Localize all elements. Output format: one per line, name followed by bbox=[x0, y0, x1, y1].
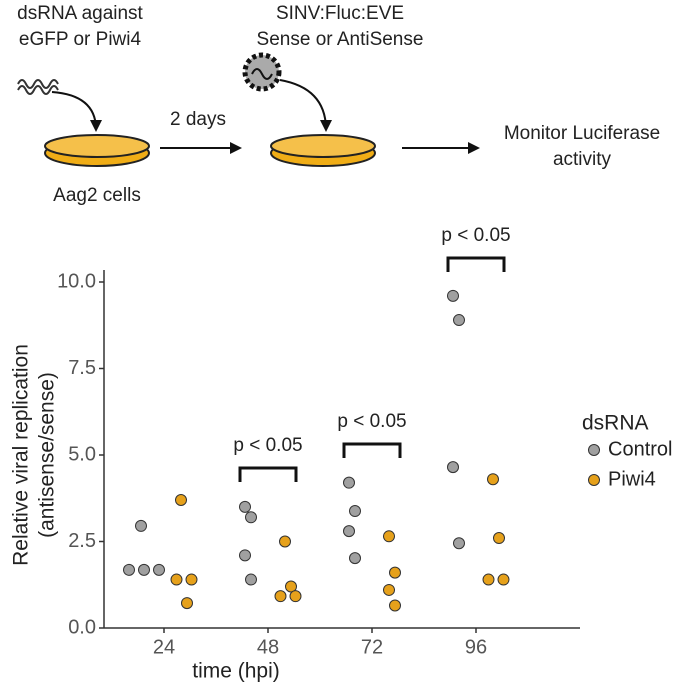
annotation: p < 0.05 bbox=[233, 435, 302, 456]
arrowhead bbox=[230, 142, 242, 154]
dsrna-icon bbox=[17, 79, 59, 95]
arrowhead bbox=[320, 120, 332, 132]
step3-line1: Monitor Luciferase bbox=[504, 123, 660, 144]
data-point bbox=[383, 583, 395, 596]
data-point bbox=[482, 573, 495, 586]
arrow bbox=[279, 79, 327, 129]
data-point bbox=[123, 563, 135, 576]
data-point bbox=[181, 597, 193, 610]
significance-bracket bbox=[446, 256, 506, 272]
data-point bbox=[447, 289, 459, 302]
data-point bbox=[447, 461, 459, 474]
step2-line2: Sense or AntiSense bbox=[257, 29, 424, 50]
legend-title: dsRNA bbox=[582, 412, 649, 435]
y-tick-label: 5.0 bbox=[68, 443, 96, 465]
annotation: p < 0.05 bbox=[441, 225, 510, 246]
data-point bbox=[185, 573, 198, 586]
significance-bracket bbox=[238, 466, 298, 482]
x-tick-label: 24 bbox=[153, 636, 175, 658]
y-axis-title: Relative viral replication bbox=[10, 344, 33, 566]
x-tick-label: 48 bbox=[257, 636, 279, 658]
y-tick-label: 0.0 bbox=[68, 616, 96, 638]
annotation: p < 0.05 bbox=[337, 411, 406, 432]
data-point bbox=[383, 530, 395, 543]
data-point bbox=[138, 563, 150, 576]
cells-label: Aag2 cells bbox=[53, 185, 141, 206]
data-point bbox=[239, 549, 251, 562]
data-point bbox=[453, 314, 465, 327]
arrow-label: 2 days bbox=[170, 109, 226, 130]
data-point bbox=[239, 500, 251, 513]
dish-top bbox=[270, 134, 376, 158]
legend-label: Control bbox=[608, 438, 672, 460]
x-tick-label: 72 bbox=[361, 636, 383, 658]
data-point bbox=[245, 573, 257, 586]
legend-marker bbox=[588, 474, 600, 486]
arrowhead bbox=[90, 120, 102, 132]
data-point bbox=[245, 511, 257, 524]
y-tick-label: 10.0 bbox=[57, 270, 96, 292]
virus-rna bbox=[251, 68, 273, 80]
data-point bbox=[135, 519, 147, 532]
legend-label: Piwi4 bbox=[608, 468, 656, 490]
arrowhead bbox=[468, 142, 480, 154]
data-point bbox=[285, 580, 297, 593]
dish-top bbox=[44, 134, 150, 158]
data-point bbox=[170, 573, 183, 586]
data-point bbox=[274, 590, 287, 603]
x-tick-label: 96 bbox=[465, 636, 487, 658]
data-point bbox=[349, 505, 361, 518]
x-axis-title: time (hpi) bbox=[192, 660, 280, 683]
step1-line1: dsRNA against bbox=[17, 3, 143, 24]
step1-line2: eGFP or Piwi4 bbox=[19, 29, 142, 50]
data-point bbox=[497, 573, 510, 586]
data-point bbox=[289, 590, 302, 603]
significance-bracket bbox=[342, 442, 402, 458]
data-point bbox=[153, 563, 165, 576]
data-point bbox=[349, 552, 361, 565]
data-point bbox=[343, 476, 355, 489]
step3-line2: activity bbox=[553, 149, 612, 170]
data-point bbox=[175, 493, 187, 506]
data-point bbox=[493, 532, 505, 545]
y-axis-title: (antisense/sense) bbox=[36, 372, 59, 538]
data-point bbox=[279, 535, 291, 548]
data-point bbox=[343, 525, 355, 538]
legend-marker bbox=[588, 444, 600, 456]
schematic: dsRNA against eGFP or Piwi4 Aag2 cells 2… bbox=[17, 3, 660, 206]
data-point bbox=[453, 537, 465, 550]
data-point bbox=[487, 473, 499, 486]
data-point bbox=[389, 599, 401, 612]
y-tick-label: 7.5 bbox=[68, 357, 96, 379]
arrow bbox=[51, 91, 97, 129]
data-point bbox=[389, 566, 401, 579]
y-tick-label: 2.5 bbox=[68, 530, 96, 552]
step2-line1: SINV:Fluc:EVE bbox=[276, 3, 404, 24]
